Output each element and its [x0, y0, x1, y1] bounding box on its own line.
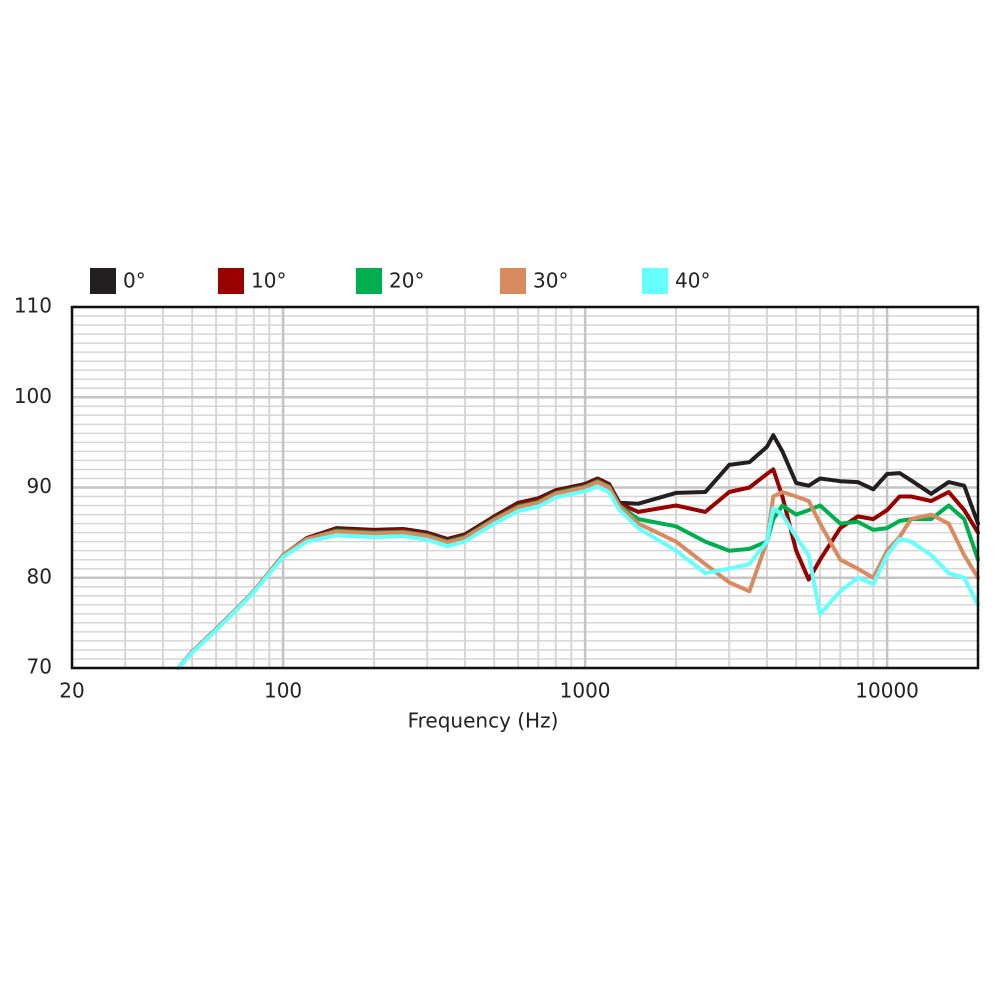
plot-frame — [70, 305, 980, 670]
x-axis-label: Frequency (Hz) — [408, 709, 559, 733]
y-tick-label: 90 — [27, 474, 52, 498]
legend-swatch — [356, 268, 382, 294]
legend-label: 30° — [533, 269, 568, 293]
series-line — [176, 480, 980, 670]
y-tick-label: 100 — [14, 384, 52, 408]
legend-swatch — [642, 268, 668, 294]
grid — [70, 305, 978, 670]
legend-swatch — [218, 268, 244, 294]
legend-swatch — [90, 268, 116, 294]
y-tick-label: 80 — [27, 564, 52, 588]
legend-swatch — [500, 268, 526, 294]
x-tick-label: 100 — [264, 679, 302, 703]
legend-label: 0° — [123, 269, 146, 293]
y-tick-label: 70 — [27, 655, 52, 679]
legend-label: 40° — [675, 269, 710, 293]
y-tick-label: 110 — [14, 294, 52, 318]
x-tick-label: 20 — [59, 679, 84, 703]
series-line — [176, 484, 980, 670]
x-tick-label: 10000 — [855, 679, 919, 703]
legend-label: 20° — [389, 269, 424, 293]
lines — [176, 433, 980, 670]
legend-label: 10° — [251, 269, 286, 293]
x-tick-label: 1000 — [560, 679, 611, 703]
